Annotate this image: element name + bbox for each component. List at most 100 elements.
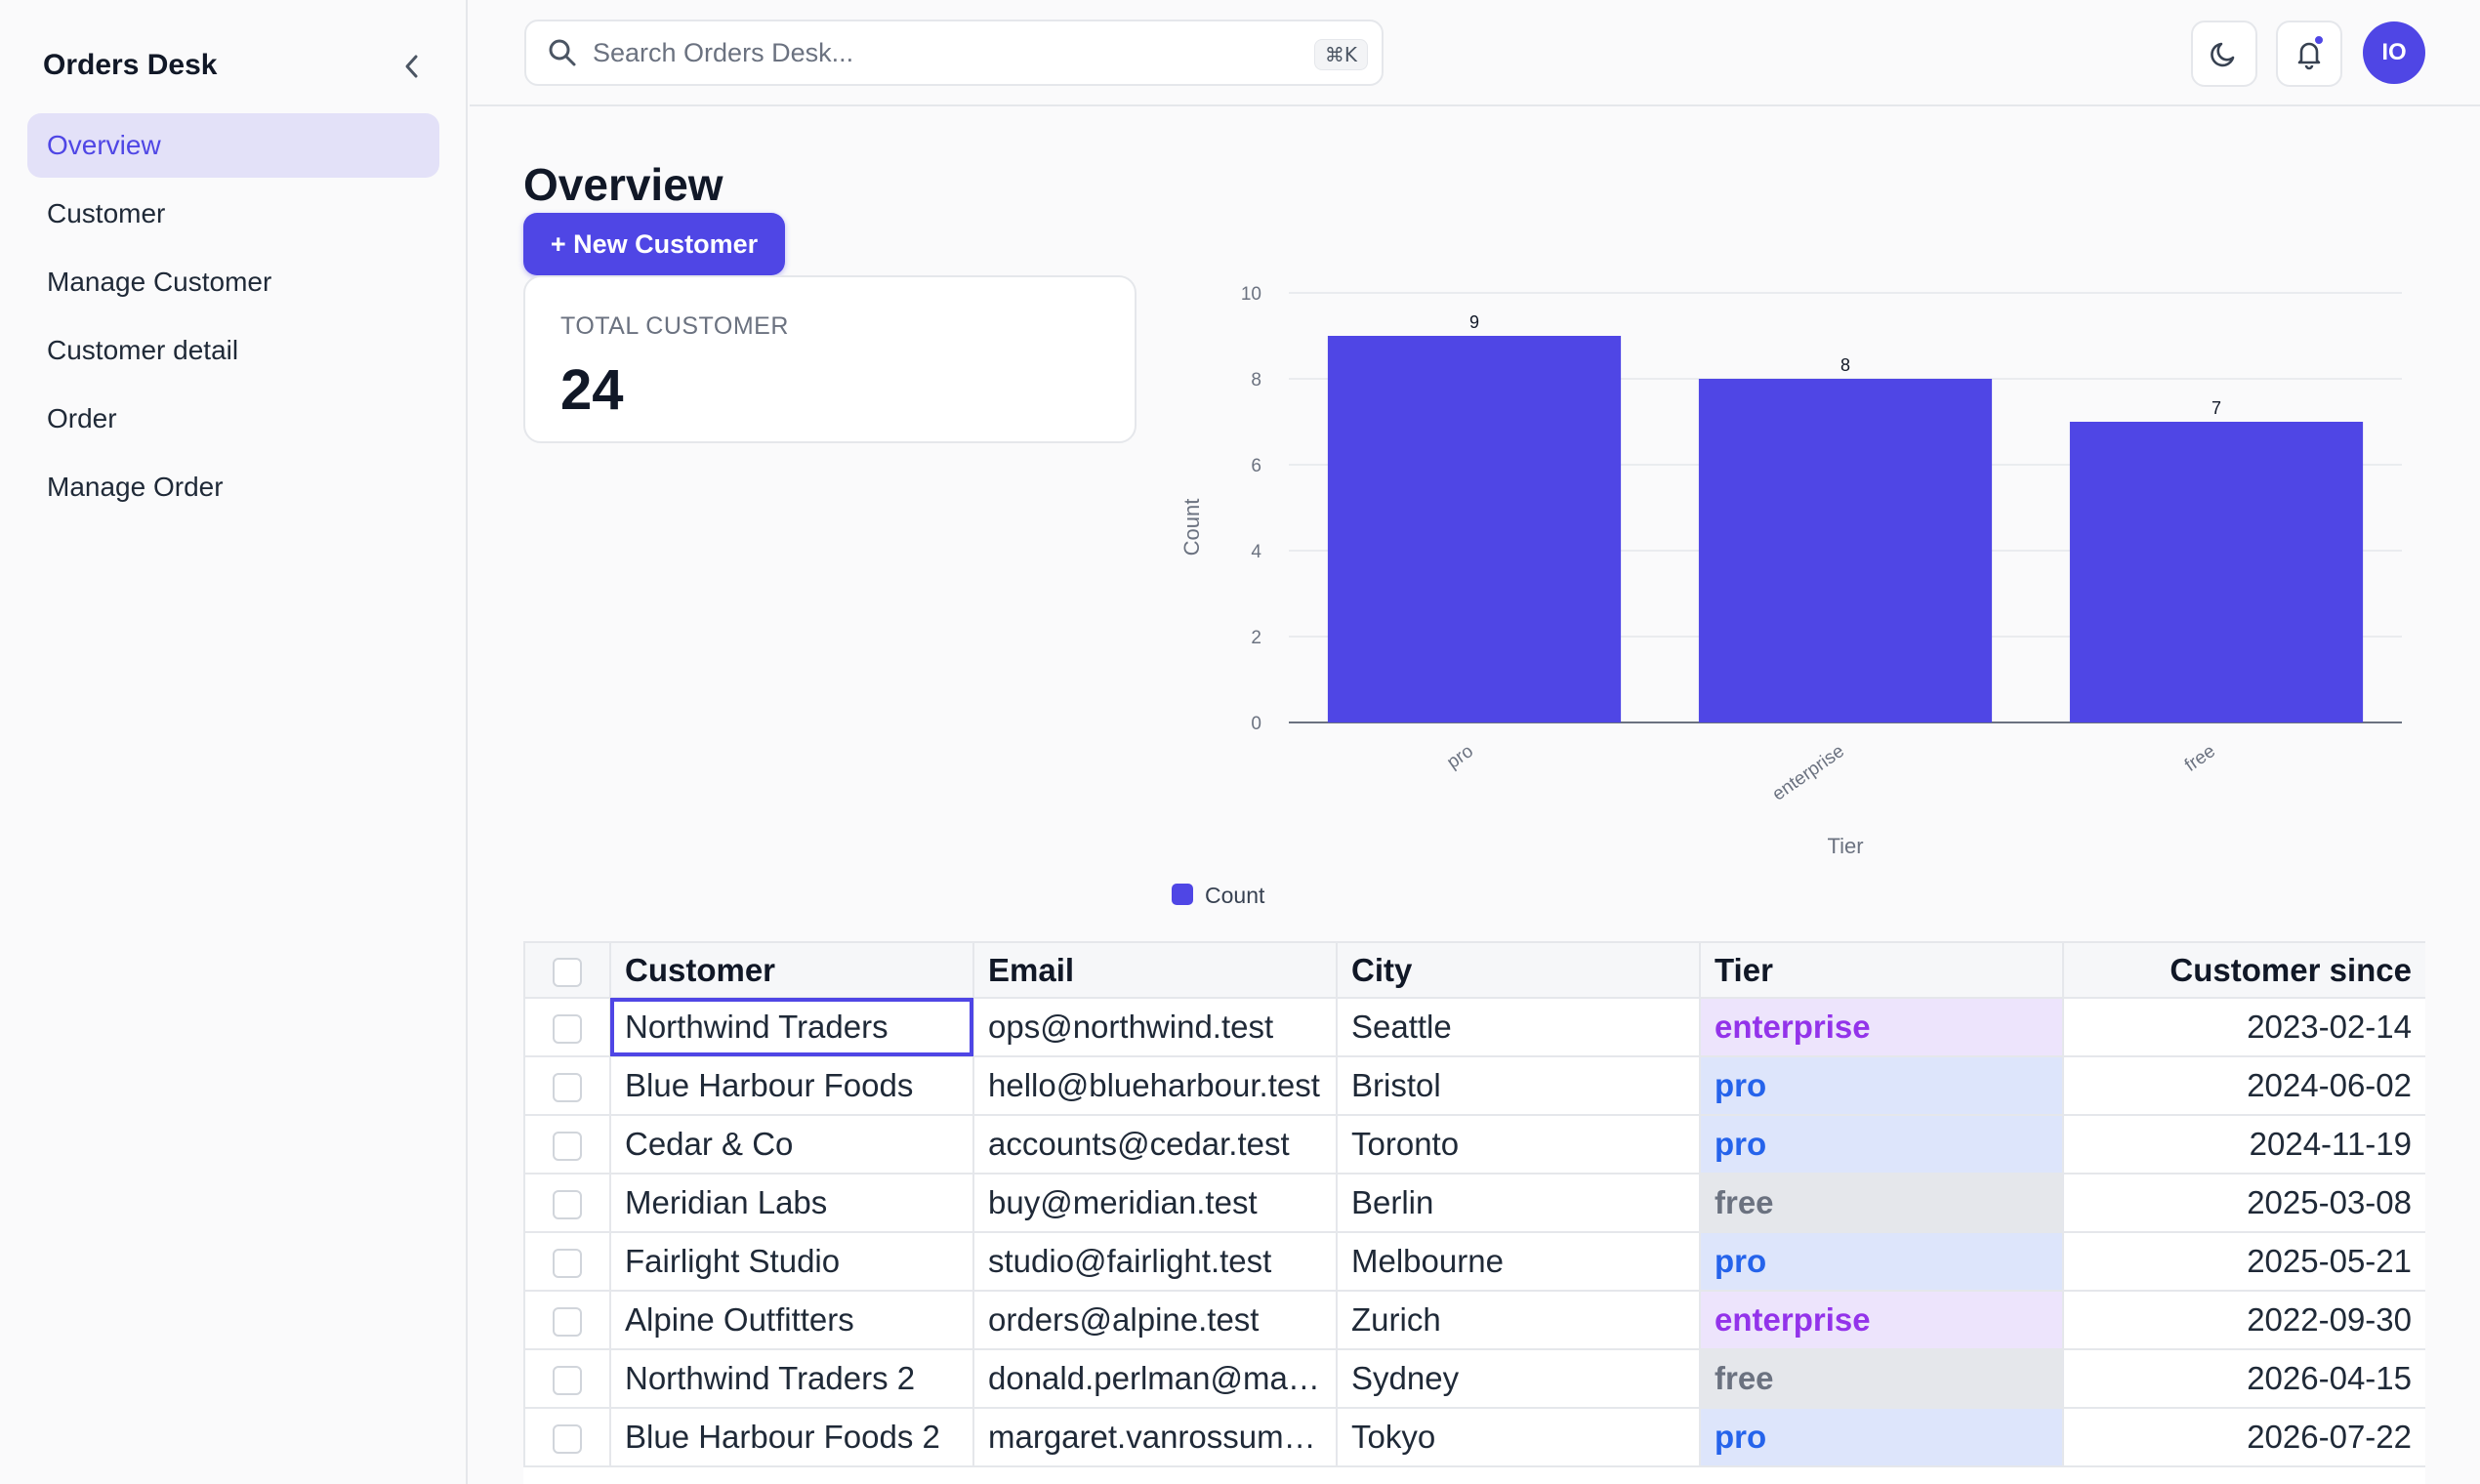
- cell-city[interactable]: Melbourne: [1336, 1231, 1701, 1292]
- cell-city[interactable]: Tokyo: [1336, 1407, 1701, 1467]
- notifications-button[interactable]: [2276, 21, 2342, 87]
- sidebar: Orders Desk Overview Customer Manage Cus…: [0, 0, 468, 1484]
- cell-since[interactable]: 2026-07-22: [2062, 1407, 2425, 1467]
- cell-tier[interactable]: pro: [1699, 1114, 2064, 1175]
- select-all-checkbox[interactable]: [553, 957, 582, 987]
- cell-email[interactable]: studio@fairlight.test: [972, 1231, 1338, 1292]
- x-axis-label: Tier: [1827, 834, 1863, 858]
- row-select-cell: [523, 1055, 611, 1116]
- cell-customer[interactable]: Alpine Outfitters: [609, 1290, 974, 1350]
- cell-email[interactable]: accounts@cedar.test: [972, 1114, 1338, 1175]
- y-tick-label: 2: [1251, 628, 1261, 648]
- search-shortcut-hint: ⌘K: [1313, 39, 1368, 70]
- sidebar-item-customer-detail[interactable]: Customer detail: [47, 335, 239, 365]
- cell-tier[interactable]: enterprise: [1699, 1290, 2064, 1350]
- table-row[interactable]: Northwind Traders ops@northwind.test Seatt…: [523, 997, 2425, 1057]
- cell-tier[interactable]: enterprise: [1699, 997, 2064, 1057]
- table-row[interactable]: Cedar & Co accounts@cedar.test Toronto pro 2…: [523, 1114, 2425, 1175]
- collapse-sidebar-button[interactable]: [394, 47, 430, 86]
- sidebar-item-customer[interactable]: Customer: [47, 198, 166, 228]
- cell-tier[interactable]: free: [1699, 1173, 2064, 1233]
- table-row[interactable]: Northwind Traders 2 donald.perlman@mail..…: [523, 1348, 2425, 1409]
- bar-value-label: 9: [1469, 312, 1479, 332]
- row-select-cell: [523, 1290, 611, 1350]
- notification-dot: [2313, 34, 2325, 46]
- row-checkbox[interactable]: [553, 1249, 582, 1279]
- search-box[interactable]: ⌘K: [524, 20, 1384, 86]
- x-tick-label: pro: [1443, 741, 1477, 773]
- column-header-city[interactable]: City: [1336, 941, 1701, 999]
- cell-since[interactable]: 2025-05-21: [2062, 1231, 2425, 1292]
- cell-city[interactable]: Bristol: [1336, 1055, 1701, 1116]
- table-row[interactable]: Blue Harbour Foods 2 margaret.vanrossum@.…: [523, 1407, 2425, 1467]
- cell-customer[interactable]: Blue Harbour Foods: [609, 1055, 974, 1116]
- column-header-customer-since[interactable]: Customer since: [2062, 941, 2425, 999]
- avatar[interactable]: IO: [2363, 21, 2425, 84]
- search-input[interactable]: [593, 37, 1276, 68]
- cell-since[interactable]: 2023-02-14: [2062, 997, 2425, 1057]
- page-title: Overview: [523, 159, 723, 210]
- row-checkbox[interactable]: [553, 1073, 582, 1103]
- table-row[interactable]: Blue Harbour Foods hello@blueharbour.test…: [523, 1055, 2425, 1116]
- cell-customer[interactable]: Fairlight Studio: [609, 1231, 974, 1292]
- customer-table: Customer Email City Tier Customer since …: [523, 941, 2425, 1484]
- table-row[interactable]: Meridian Labs buy@meridian.test Berlin free…: [523, 1173, 2425, 1233]
- cell-since[interactable]: 2024-11-19: [2062, 1114, 2425, 1175]
- x-tick-label: enterprise: [1769, 741, 1848, 805]
- row-select-cell: [523, 1348, 611, 1409]
- row-checkbox[interactable]: [553, 1190, 582, 1220]
- cell-customer[interactable]: Blue Harbour Foods 2: [609, 1407, 974, 1467]
- column-header-email[interactable]: Email: [972, 941, 1338, 999]
- bar-pro: [1327, 336, 1622, 722]
- row-checkbox[interactable]: [553, 1366, 582, 1396]
- cell-email[interactable]: orders@alpine.test: [972, 1290, 1338, 1350]
- cell-email[interactable]: buy@meridian.test: [972, 1173, 1338, 1233]
- cell-tier[interactable]: pro: [1699, 1407, 2064, 1467]
- table-row[interactable]: Fairlight Studio studio@fairlight.test Mel…: [523, 1231, 2425, 1292]
- cell-tier[interactable]: pro: [1699, 1231, 2064, 1292]
- row-checkbox[interactable]: [553, 1014, 582, 1045]
- sidebar-nav: Overview Customer Manage Customer Custom…: [27, 113, 439, 523]
- row-checkbox[interactable]: [553, 1132, 582, 1162]
- cell-since[interactable]: 2022-09-30: [2062, 1290, 2425, 1350]
- cell-city[interactable]: Toronto: [1336, 1114, 1701, 1175]
- table-header-row: Customer Email City Tier Customer since: [523, 941, 2425, 999]
- search-icon: [548, 38, 577, 67]
- table-row[interactable]: Alpine Outfitters orders@alpine.test Zuric…: [523, 1290, 2425, 1350]
- row-checkbox[interactable]: [553, 1307, 582, 1338]
- cell-city[interactable]: Seattle: [1336, 997, 1701, 1057]
- theme-toggle-button[interactable]: [2191, 21, 2257, 87]
- cell-email[interactable]: hello@blueharbour.test: [972, 1055, 1338, 1116]
- sidebar-item-order[interactable]: Order: [47, 403, 117, 433]
- cell-since[interactable]: 2024-06-02: [2062, 1055, 2425, 1116]
- column-header-tier[interactable]: Tier: [1699, 941, 2064, 999]
- sidebar-item-manage-customer[interactable]: Manage Customer: [47, 267, 272, 297]
- cell-since[interactable]: 2025-03-08: [2062, 1173, 2425, 1233]
- app-name: Orders Desk: [43, 49, 218, 81]
- row-select-cell: [523, 1407, 611, 1467]
- tier-count-chart: 0 2 4 6 8 10 9 pro 8 enterprise 7 free Tier Count Coun…: [1172, 284, 2402, 908]
- cell-email[interactable]: donald.perlman@mail....: [972, 1348, 1338, 1409]
- y-axis-label: Count: [1179, 499, 1204, 556]
- y-tick-label: 0: [1251, 714, 1261, 734]
- cell-customer[interactable]: Northwind Traders: [609, 997, 974, 1057]
- bar-value-label: 8: [1840, 355, 1850, 375]
- column-header-customer[interactable]: Customer: [609, 941, 974, 999]
- cell-city[interactable]: Sydney: [1336, 1348, 1701, 1409]
- legend-swatch: [1172, 884, 1193, 905]
- new-customer-button[interactable]: + New Customer: [523, 213, 785, 275]
- cell-email[interactable]: ops@northwind.test: [972, 997, 1338, 1057]
- cell-tier[interactable]: pro: [1699, 1055, 2064, 1116]
- row-checkbox[interactable]: [553, 1424, 582, 1455]
- cell-tier[interactable]: free: [1699, 1348, 2064, 1409]
- cell-city[interactable]: Berlin: [1336, 1173, 1701, 1233]
- cell-customer[interactable]: Cedar & Co: [609, 1114, 974, 1175]
- cell-email[interactable]: margaret.vanrossum@...: [972, 1407, 1338, 1467]
- cell-customer[interactable]: Northwind Traders 2: [609, 1348, 974, 1409]
- cell-since[interactable]: 2026-04-15: [2062, 1348, 2425, 1409]
- cell-customer[interactable]: Meridian Labs: [609, 1173, 974, 1233]
- row-select-cell: [523, 1173, 611, 1233]
- sidebar-item-overview[interactable]: Overview: [27, 113, 439, 178]
- cell-city[interactable]: Zurich: [1336, 1290, 1701, 1350]
- sidebar-item-manage-order[interactable]: Manage Order: [47, 472, 224, 502]
